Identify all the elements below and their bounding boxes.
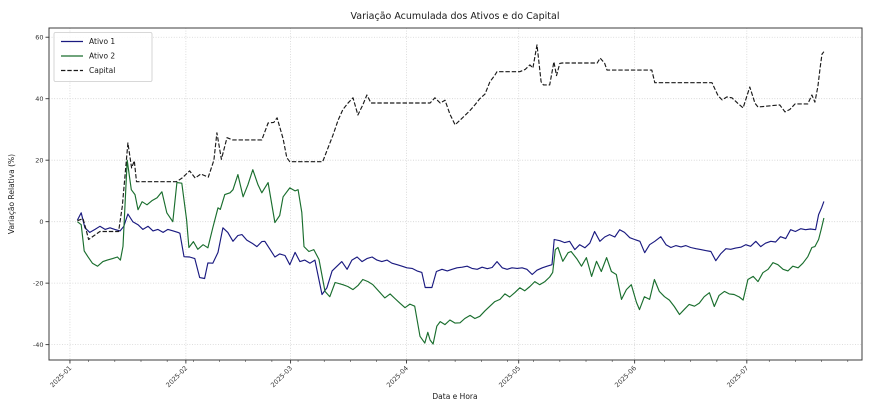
y-axis-label: Variação Relativa (%) — [7, 154, 16, 234]
y-tick-label: -40 — [33, 341, 44, 349]
x-tick-label: 2025-05 — [497, 364, 522, 389]
legend-label-capital: Capital — [89, 66, 115, 75]
y-tick-label: 0 — [39, 218, 43, 226]
x-tick-label: 2025-06 — [613, 364, 638, 389]
legend-label-ativo-2: Ativo 2 — [89, 52, 115, 61]
legend-box — [53, 32, 153, 82]
x-tick-label: 2025-03 — [269, 364, 294, 389]
legend-label-ativo-1: Ativo 1 — [89, 37, 115, 46]
chart-title: Variação Acumulada dos Ativos e do Capit… — [351, 11, 560, 22]
y-tick-label: 20 — [35, 156, 43, 164]
x-tick-label: 2025-07 — [725, 364, 750, 389]
x-axis-label: Data e Hora — [432, 392, 477, 401]
series-line-capital — [77, 44, 825, 241]
y-tick-label: 60 — [35, 33, 43, 41]
plot-area: 2025-01 2025-02 2025-03 2025-04 2025-05 2025-… — [33, 28, 862, 389]
y-tick-label: -20 — [33, 279, 44, 287]
series-line-ativo-1 — [76, 201, 825, 296]
plot-border — [48, 27, 863, 361]
series-line-ativo-2 — [77, 159, 825, 345]
x-tick-label: 2025-02 — [164, 364, 189, 389]
x-tick-label: 2025-01 — [48, 364, 73, 389]
x-tick-label: 2025-04 — [385, 364, 410, 389]
legend: Ativo 1 Ativo 2 Capital — [53, 32, 153, 82]
y-tick-label: 40 — [35, 95, 43, 103]
